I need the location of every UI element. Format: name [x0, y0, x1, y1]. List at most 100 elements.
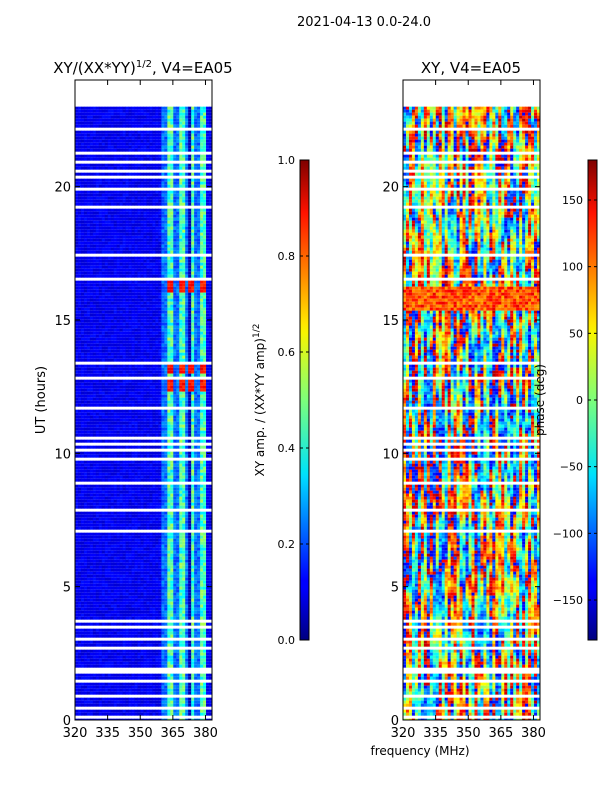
heatmap-cell [197, 181, 201, 185]
heatmap-cell [101, 145, 106, 149]
heatmap-cell [182, 379, 186, 383]
heatmap-cell [161, 118, 165, 122]
heatmap-cell [194, 388, 198, 392]
heatmap-cell [206, 280, 210, 284]
heatmap-cell [200, 139, 204, 143]
heatmap-cell [110, 268, 115, 272]
heatmap-cell [164, 208, 168, 212]
heatmap-cell [203, 469, 207, 473]
heatmap-cell [107, 352, 112, 356]
heatmap-cell [116, 307, 121, 311]
heatmap-cell [173, 211, 177, 215]
heatmap-cell [77, 124, 82, 128]
heatmap-cell [107, 244, 112, 248]
heatmap-cell [176, 451, 180, 455]
heatmap-cell [101, 400, 106, 404]
heatmap-cell [86, 232, 91, 236]
heatmap-cell [98, 355, 103, 359]
heatmap-cell [86, 196, 91, 200]
heatmap-cell [164, 211, 168, 215]
heatmap-cell [158, 274, 162, 278]
heatmap-cell [128, 463, 132, 467]
heatmap-cell [75, 223, 79, 227]
heatmap-cell [155, 124, 159, 128]
heatmap-cell [179, 307, 183, 311]
heatmap-cell [161, 472, 165, 476]
heatmap-cell [92, 166, 97, 170]
heatmap-cell [179, 226, 183, 230]
heatmap-cell [149, 370, 153, 374]
heatmap-cell [170, 307, 174, 311]
heatmap-cell [146, 295, 150, 299]
heatmap-cell [137, 220, 141, 224]
heatmap-cell [155, 292, 159, 296]
heatmap-cell [155, 475, 159, 479]
heatmap-cell [116, 388, 121, 392]
heatmap-cell [122, 274, 127, 278]
heatmap-cell [122, 226, 127, 230]
heatmap-cell [143, 133, 147, 137]
heatmap-cell [131, 142, 135, 146]
heatmap-cell [113, 319, 118, 323]
heatmap-cell [152, 115, 156, 119]
heatmap-cell [158, 214, 162, 218]
heatmap-cell [179, 358, 183, 362]
heatmap-cell [140, 373, 144, 377]
heatmap-cell [92, 241, 97, 245]
heatmap-cell [164, 172, 168, 176]
heatmap-cell [191, 352, 195, 356]
heatmap-cell [149, 238, 153, 242]
heatmap-cell [149, 346, 153, 350]
heatmap-cell [170, 202, 174, 206]
heatmap-cell [119, 247, 124, 251]
heatmap-cell [75, 310, 79, 314]
heatmap-cell [176, 382, 180, 386]
heatmap-cell [167, 256, 171, 260]
heatmap-cell [128, 163, 132, 167]
heatmap-cell [161, 280, 165, 284]
heatmap-cell [98, 391, 103, 395]
heatmap-cell [89, 262, 94, 266]
heatmap-cell [128, 445, 132, 449]
heatmap-cell [119, 400, 124, 404]
heatmap-cell [107, 460, 112, 464]
heatmap-cell [176, 346, 180, 350]
heatmap-cell [116, 256, 121, 260]
heatmap-cell [131, 355, 135, 359]
heatmap-cell [164, 424, 168, 428]
heatmap-cell [107, 154, 112, 158]
heatmap-cell [125, 142, 130, 146]
heatmap-cell [158, 364, 162, 368]
heatmap-cell [191, 202, 195, 206]
heatmap-cell [128, 139, 132, 143]
heatmap-cell [83, 337, 88, 341]
heatmap-cell [185, 154, 189, 158]
heatmap-cell [75, 244, 79, 248]
heatmap-cell [110, 388, 115, 392]
heatmap-cell [203, 415, 207, 419]
heatmap-cell [173, 445, 177, 449]
heatmap-cell [131, 289, 135, 293]
heatmap-cell [131, 319, 135, 323]
heatmap-cell [143, 298, 147, 302]
heatmap-cell [209, 337, 212, 341]
heatmap-cell [155, 145, 159, 149]
heatmap-cell [179, 319, 183, 323]
heatmap-cell [149, 331, 153, 335]
heatmap-cell [137, 346, 141, 350]
heatmap-cell [191, 274, 195, 278]
heatmap-cell [140, 238, 144, 242]
heatmap-cell [119, 295, 124, 299]
heatmap-cell [173, 121, 177, 125]
heatmap-cell [179, 355, 183, 359]
heatmap-cell [197, 250, 201, 254]
heatmap-cell [83, 364, 88, 368]
heatmap-cell [92, 148, 97, 152]
heatmap-cell [191, 346, 195, 350]
heatmap-cell [161, 385, 165, 389]
heatmap-cell [203, 454, 207, 458]
heatmap-cell [167, 400, 171, 404]
heatmap-cell [164, 316, 168, 320]
heatmap-cell [149, 196, 153, 200]
heatmap-cell [158, 433, 162, 437]
